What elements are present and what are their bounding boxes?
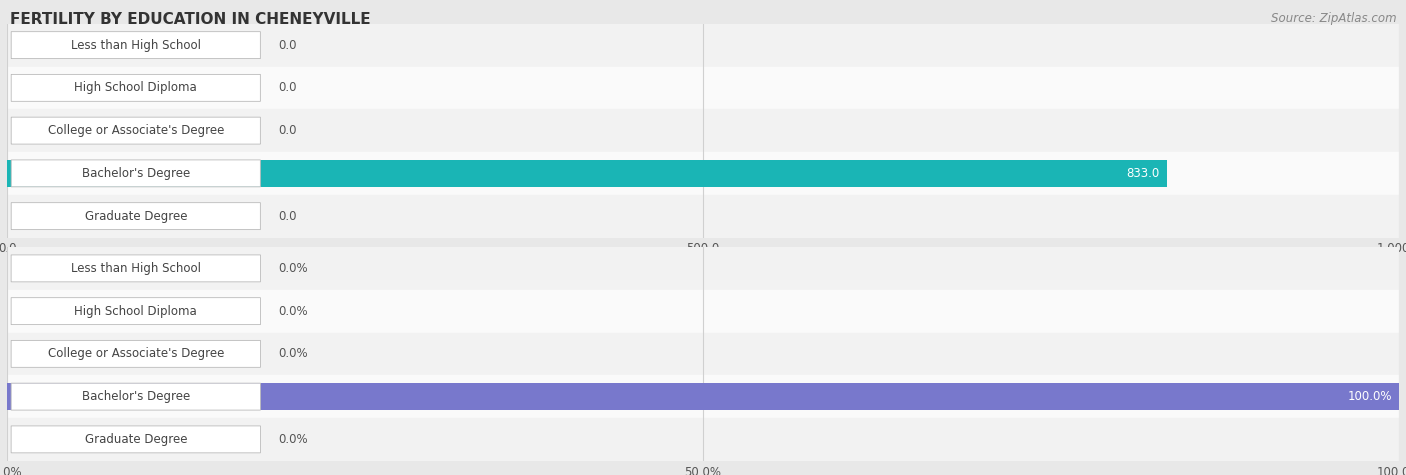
Text: Less than High School: Less than High School	[70, 262, 201, 275]
FancyBboxPatch shape	[11, 383, 260, 410]
Text: 0.0%: 0.0%	[278, 262, 308, 275]
Text: 0.0%: 0.0%	[278, 433, 308, 446]
Text: Graduate Degree: Graduate Degree	[84, 433, 187, 446]
Bar	[7, 247, 1399, 290]
Text: College or Associate's Degree: College or Associate's Degree	[48, 124, 224, 137]
Text: 0.0: 0.0	[278, 81, 297, 95]
Bar	[7, 332, 1399, 375]
FancyBboxPatch shape	[11, 341, 260, 367]
Text: High School Diploma: High School Diploma	[75, 81, 197, 95]
Bar	[7, 195, 1399, 238]
FancyBboxPatch shape	[11, 160, 260, 187]
Bar	[7, 109, 1399, 152]
Text: 0.0: 0.0	[278, 209, 297, 223]
Text: 0.0: 0.0	[278, 38, 297, 52]
Bar	[7, 375, 1399, 418]
Text: Source: ZipAtlas.com: Source: ZipAtlas.com	[1271, 12, 1396, 25]
FancyBboxPatch shape	[11, 32, 260, 58]
Text: FERTILITY BY EDUCATION IN CHENEYVILLE: FERTILITY BY EDUCATION IN CHENEYVILLE	[10, 12, 370, 27]
Text: Less than High School: Less than High School	[70, 38, 201, 52]
Text: College or Associate's Degree: College or Associate's Degree	[48, 347, 224, 361]
Bar	[7, 160, 1167, 187]
Bar	[7, 383, 1399, 410]
Text: 0.0%: 0.0%	[278, 347, 308, 361]
Text: 0.0: 0.0	[278, 124, 297, 137]
Bar	[7, 418, 1399, 461]
FancyBboxPatch shape	[11, 117, 260, 144]
Text: Bachelor's Degree: Bachelor's Degree	[82, 390, 190, 403]
Text: Graduate Degree: Graduate Degree	[84, 209, 187, 223]
Bar	[7, 290, 1399, 332]
Text: Bachelor's Degree: Bachelor's Degree	[82, 167, 190, 180]
FancyBboxPatch shape	[11, 426, 260, 453]
FancyBboxPatch shape	[11, 203, 260, 229]
Text: High School Diploma: High School Diploma	[75, 304, 197, 318]
Bar	[7, 152, 1399, 195]
Bar	[7, 24, 1399, 66]
Bar	[7, 66, 1399, 109]
FancyBboxPatch shape	[11, 255, 260, 282]
Text: 0.0%: 0.0%	[278, 304, 308, 318]
Text: 100.0%: 100.0%	[1347, 390, 1392, 403]
FancyBboxPatch shape	[11, 75, 260, 101]
FancyBboxPatch shape	[11, 298, 260, 324]
Text: 833.0: 833.0	[1126, 167, 1160, 180]
